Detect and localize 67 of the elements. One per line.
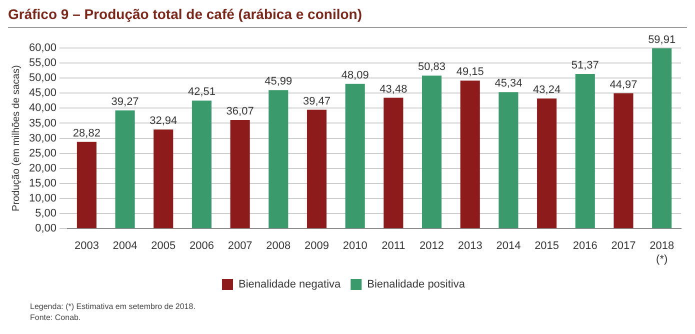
y-tick-label: 10,00: [28, 192, 57, 205]
bar: [422, 76, 442, 228]
x-tick-label: 2016: [572, 240, 598, 252]
data-label: 36,07: [226, 106, 254, 118]
y-tick-label: 55,00: [28, 57, 57, 70]
y-tick-label: 35,00: [28, 117, 57, 130]
data-label: 28,82: [72, 127, 100, 140]
x-tick-label: 2003: [74, 240, 99, 252]
bar: [268, 90, 288, 228]
x-tick-label: 2007: [228, 240, 252, 252]
bar: [652, 48, 672, 228]
y-tick-label: 60,00: [28, 42, 57, 54]
bar: [575, 74, 595, 228]
y-axis-title: Produção (em milhões de sacas): [10, 65, 22, 212]
bar: [498, 92, 518, 228]
y-tick-label: 45,00: [28, 87, 57, 100]
source-note: Fonte: Conab.: [30, 312, 82, 323]
data-label: 42,51: [188, 86, 216, 98]
y-tick-label: 0,00: [35, 222, 57, 235]
chart-title: Gráfico 9 – Produção total de café (arábica e conilon): [8, 6, 362, 22]
data-label: 43,48: [380, 83, 408, 96]
data-label: 45,99: [264, 76, 292, 88]
data-label: 51,37: [571, 60, 599, 72]
x-tick-label: 2018 (*): [650, 240, 674, 266]
legend-label: Bienalidade positiva: [367, 278, 466, 291]
x-tick-label: 2011: [382, 240, 406, 252]
legend-label: Bienalidade negativa: [238, 278, 342, 291]
bar: [345, 84, 365, 228]
data-label: 48,09: [341, 69, 369, 82]
y-tick-label: 50,00: [28, 72, 57, 84]
bar: [384, 98, 404, 228]
x-tick-label: 2009: [304, 240, 329, 252]
x-tick-label: 2005: [151, 240, 176, 252]
x-tick-label: 2010: [342, 240, 368, 252]
bar: [614, 93, 634, 228]
y-tick-label: 20,00: [28, 162, 57, 174]
data-label: 44,97: [610, 78, 638, 91]
x-tick-label: 2004: [112, 240, 138, 252]
y-tick-label: 15,00: [28, 177, 57, 190]
bar: [460, 80, 480, 228]
data-label: 49,15: [456, 66, 484, 78]
x-tick-label: 2006: [189, 240, 214, 252]
data-label: 39,27: [111, 96, 139, 108]
x-tick-label: 2015: [534, 240, 560, 252]
text: Legenda: (*) Estimativa em setembro de 2018.: [30, 301, 196, 312]
bar: [306, 110, 327, 228]
data-label: 39,47: [302, 95, 331, 108]
x-tick-label: 2017: [611, 240, 636, 252]
data-label: 32,94: [150, 114, 178, 127]
bar: [115, 110, 135, 228]
bar: [154, 129, 174, 228]
x-tick-label: 2012: [420, 240, 444, 252]
data-label: 59,91: [648, 34, 676, 46]
data-label: 45,34: [494, 78, 522, 90]
bar: [76, 142, 96, 228]
data-label: 50,83: [418, 61, 446, 74]
bar: [230, 120, 250, 228]
y-tick-label: 30,00: [28, 132, 57, 144]
y-tick-label: 5,00: [35, 208, 57, 220]
bar: [537, 98, 557, 228]
x-tick-label: 2013: [458, 240, 482, 252]
y-tick-label: 40,00: [28, 102, 57, 114]
x-tick-label: 2014: [496, 240, 521, 252]
y-tick-label: 25,00: [28, 147, 57, 160]
x-tick-label: 2008: [266, 240, 291, 252]
bar: [192, 100, 212, 228]
data-label: 43,24: [533, 84, 561, 96]
